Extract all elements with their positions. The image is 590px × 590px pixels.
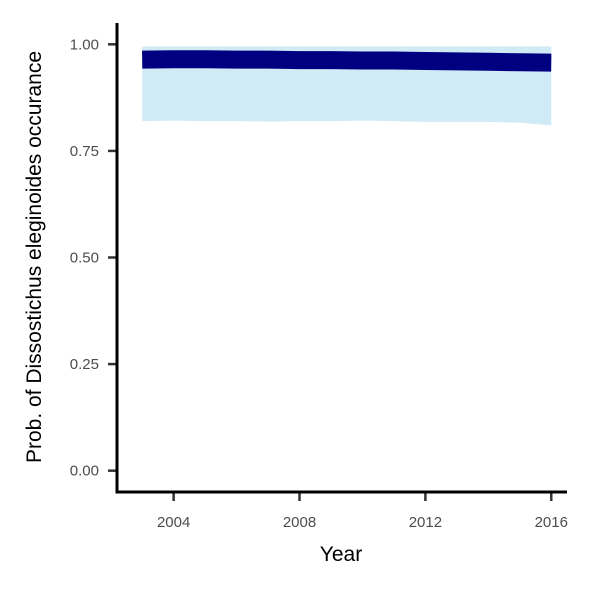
mean-probability-line <box>142 50 552 72</box>
y-tick-label: 0.25 <box>70 356 99 373</box>
y-tick-label: 0.50 <box>70 250 99 267</box>
y-tick-label: 0.75 <box>70 143 99 160</box>
y-tick-label: 0.00 <box>70 463 99 480</box>
y-axis-title: Prob. of Dissostichus eleginoides occura… <box>23 51 46 463</box>
x-axis-title: Year <box>320 543 362 566</box>
plot-area <box>142 46 552 126</box>
y-tick-label: 1.00 <box>70 36 99 53</box>
x-tick-label: 2016 <box>535 514 568 531</box>
x-tick-label: 2008 <box>283 514 316 531</box>
x-tick-label: 2004 <box>157 514 190 531</box>
x-tick-label: 2012 <box>409 514 442 531</box>
ticks: 0.00 0.25 0.50 0.75 1.00 2004 2008 2012 2016 <box>70 36 568 531</box>
axes <box>115 23 567 494</box>
